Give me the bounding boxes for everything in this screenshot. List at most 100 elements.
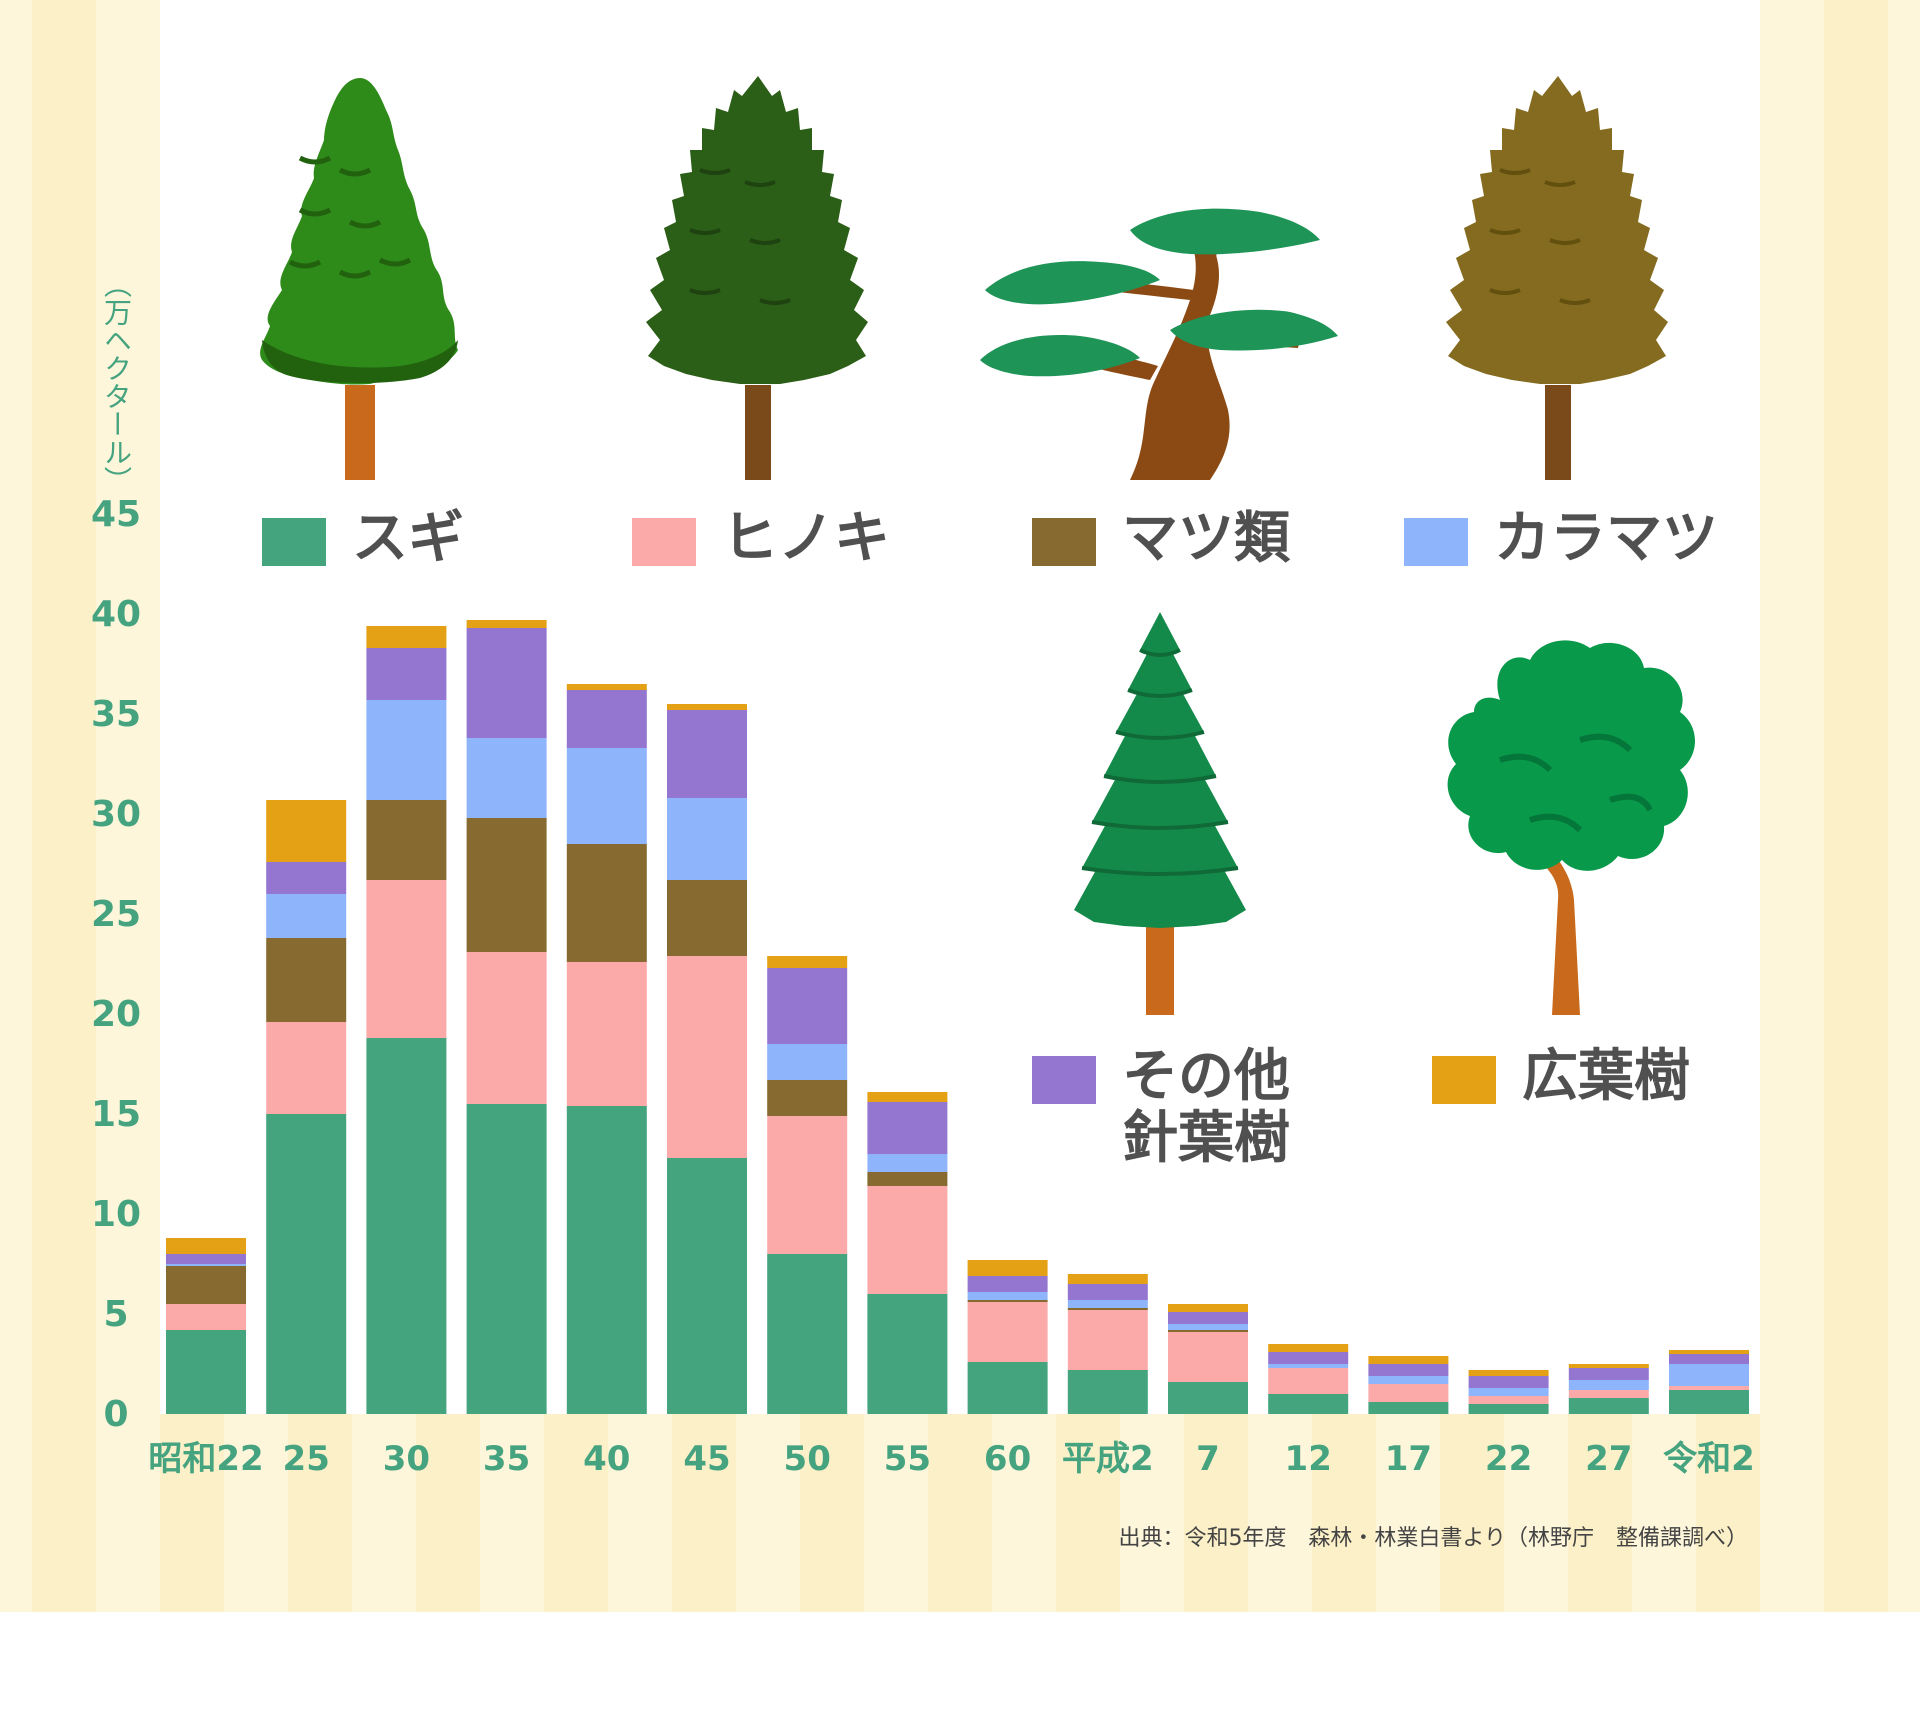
bar-segment (1168, 1304, 1248, 1312)
broadleaf-tree-icon (1447, 640, 1695, 1015)
bg-stripe (544, 1414, 608, 1612)
bar-segment (166, 1304, 246, 1330)
y-tick-label: 45 (91, 494, 141, 535)
bg-stripe (1760, 1414, 1824, 1612)
bar-segment (466, 1104, 547, 1414)
bar-segment (1067, 1370, 1148, 1414)
bar-segment (366, 1038, 447, 1414)
y-tick-label: 20 (91, 994, 141, 1035)
bar-segment (967, 1300, 1048, 1302)
y-tick-label: 25 (91, 894, 141, 935)
background-stripes (0, 0, 1920, 1612)
legend-swatch-larch (1404, 518, 1468, 566)
bg-stripe (160, 1414, 224, 1612)
legend-item-other-conifer: その他 針葉樹 (1032, 1046, 1290, 1170)
sugi-tree-icon (260, 78, 458, 480)
bar-segment (1067, 1308, 1148, 1310)
bar-segment (366, 880, 447, 1038)
bar-segment (366, 800, 447, 880)
bar-segment (767, 1080, 848, 1116)
x-tick-label: 55 (884, 1439, 931, 1479)
x-tick-label: 25 (283, 1439, 330, 1479)
bar-segment (767, 1116, 848, 1254)
y-axis: 0 5 10 15 20 25 30 35 40 45 (91, 494, 141, 1435)
y-axis-label: （万ヘクタール） (100, 270, 133, 494)
x-tick-label: 30 (383, 1439, 430, 1479)
legend-swatch-pine (1032, 518, 1096, 566)
larch-tree-icon (1446, 76, 1668, 480)
bar-segment (667, 710, 747, 798)
bar-segment (166, 1264, 246, 1266)
bar-segment (466, 738, 547, 818)
bg-stripe (1440, 1414, 1504, 1612)
bar-segment (1669, 1350, 1749, 1354)
bg-stripe (1824, 0, 1888, 1612)
bar-segment (1268, 1344, 1349, 1352)
bg-stripe (1312, 1414, 1376, 1612)
bg-stripe (1120, 1414, 1184, 1612)
bar-segment (166, 1254, 246, 1264)
x-tick-label: 45 (683, 1439, 730, 1479)
bar-segment (867, 1186, 948, 1294)
bar-segment (1268, 1364, 1349, 1368)
bg-stripe (864, 1414, 928, 1612)
source-note: 出典：令和5年度 森林・林業白書より（林野庁 整備課調べ） (1118, 1526, 1748, 1551)
bar-segment (1368, 1356, 1449, 1364)
bar-segment (566, 1106, 647, 1414)
bar-segment (667, 704, 747, 710)
bg-stripe (0, 0, 32, 1612)
bar-segment (1368, 1364, 1449, 1376)
bar-segment (266, 894, 347, 938)
bg-stripe (736, 1414, 800, 1612)
bar-segment (466, 952, 547, 1104)
bar-segment (1568, 1390, 1649, 1398)
bar-segment (1568, 1364, 1649, 1368)
bar-segment (667, 798, 747, 880)
legend-label-larch: カラマツ (1494, 506, 1718, 571)
bar-segment (1468, 1396, 1549, 1404)
bar-segment (466, 628, 547, 738)
bg-stripe (1504, 1414, 1568, 1612)
bar-segment (1268, 1394, 1349, 1414)
bg-stripe (96, 0, 160, 1612)
bar-segment (1568, 1380, 1649, 1390)
bar-segment (1168, 1312, 1248, 1324)
bg-stripe (1248, 1414, 1312, 1612)
bg-stripe (1056, 1414, 1120, 1612)
legend-swatch-other-conifer (1032, 1056, 1096, 1104)
legend-swatch-broadleaf (1432, 1056, 1496, 1104)
bar-segment (667, 880, 747, 956)
bar-segment (566, 844, 647, 962)
bar-segment (767, 1044, 848, 1080)
bar-segment (967, 1276, 1048, 1292)
bar-segment (266, 938, 347, 1022)
bg-stripe (1632, 1414, 1696, 1612)
bg-stripe (1184, 1414, 1248, 1612)
pine-tree-icon (980, 208, 1338, 480)
bg-stripe (1888, 0, 1920, 1612)
x-tick-label: 17 (1385, 1439, 1432, 1479)
bar-segment (867, 1154, 948, 1172)
bar-segment (1168, 1330, 1248, 1332)
bar-segment (266, 1022, 347, 1114)
y-tick-label: 30 (91, 794, 141, 835)
bar-segment (566, 962, 647, 1106)
bg-stripe (800, 1414, 864, 1612)
y-tick-label: 10 (91, 1194, 141, 1235)
bg-stripe (1376, 1414, 1440, 1612)
bar-segment (1067, 1300, 1148, 1308)
y-tick-label: 5 (103, 1294, 128, 1335)
y-tick-label: 40 (91, 594, 141, 635)
y-tick-label: 35 (91, 694, 141, 735)
bar-segment (1067, 1310, 1148, 1370)
legend-item-larch: カラマツ (1404, 508, 1718, 570)
legend-label-other-conifer: その他 針葉樹 (1122, 1044, 1290, 1171)
bars (166, 620, 1749, 1414)
other-conifer-tree-icon (1074, 612, 1246, 1015)
legend-item-hinoki: ヒノキ (632, 508, 890, 570)
bar-segment (566, 748, 647, 844)
bar-segment (266, 862, 347, 894)
bg-stripe (416, 1414, 480, 1612)
x-tick-label: 12 (1285, 1439, 1332, 1479)
